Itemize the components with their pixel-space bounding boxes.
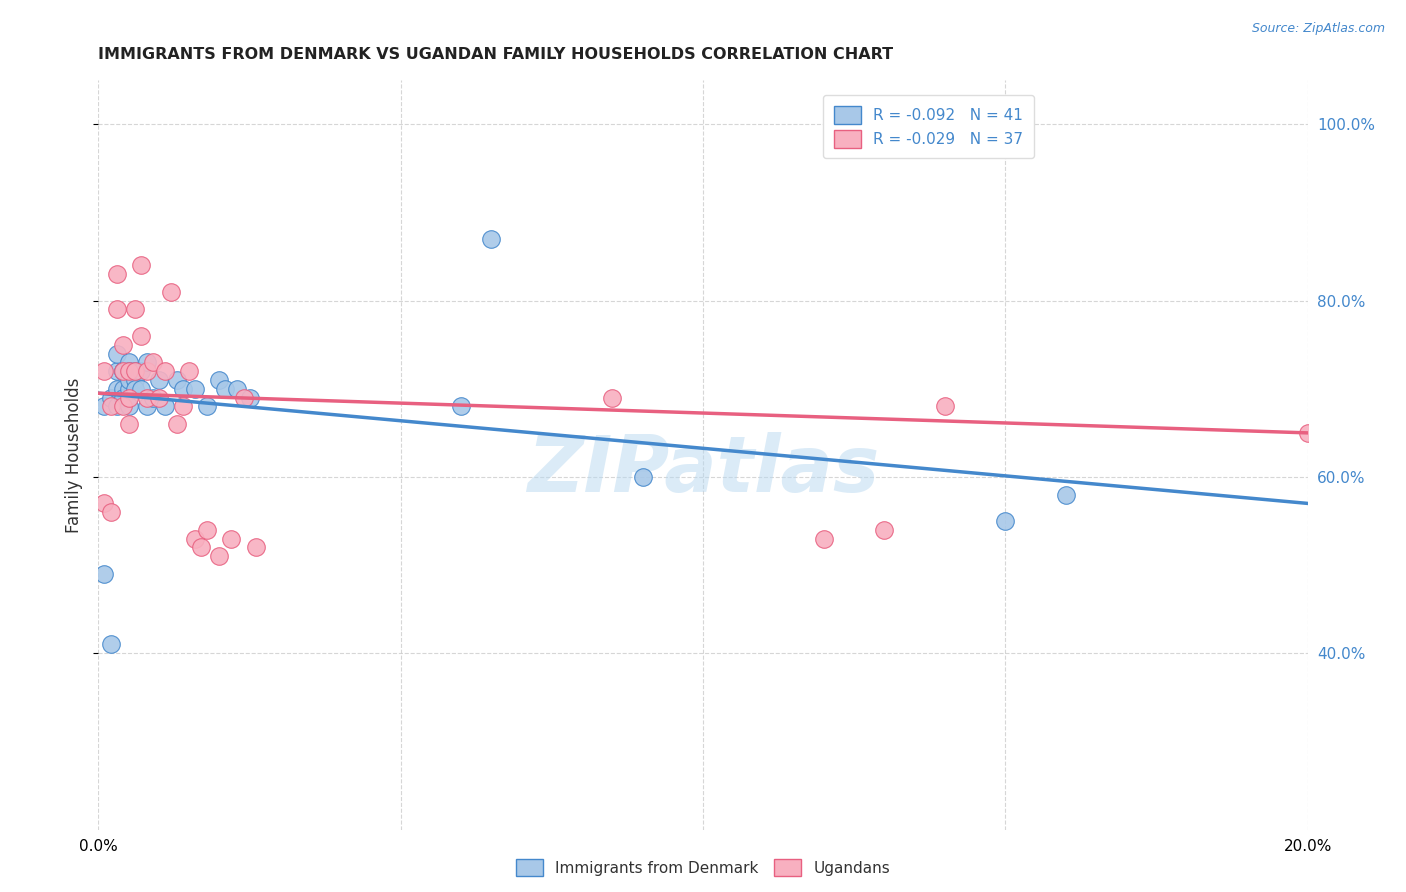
Point (105, 267, 128, 281)
Point (100, 637, 122, 651)
Point (100, 505, 122, 519)
Point (208, 549, 231, 564)
Point (105, 364, 128, 378)
Point (93, 496, 115, 510)
Y-axis label: Family Households: Family Households (65, 377, 83, 533)
Point (813, 532, 835, 546)
Point (153, 400, 176, 414)
Point (118, 364, 141, 378)
Point (129, 382, 152, 396)
Point (124, 373, 146, 387)
Point (124, 382, 146, 396)
Point (184, 382, 207, 396)
Point (631, 470, 654, 484)
Point (481, 232, 503, 246)
Point (450, 400, 472, 414)
Point (214, 382, 236, 396)
Point (118, 355, 141, 369)
Point (994, 514, 1017, 528)
Legend: R = -0.092   N = 41, R = -0.029   N = 37: R = -0.092 N = 41, R = -0.029 N = 37 (823, 95, 1033, 158)
Point (111, 391, 134, 405)
Point (93, 566, 115, 581)
Point (195, 400, 218, 414)
Point (226, 382, 249, 396)
Point (195, 523, 218, 537)
Point (105, 302, 128, 317)
Point (160, 285, 183, 299)
Point (129, 259, 152, 273)
Point (93, 400, 115, 414)
Point (129, 329, 152, 343)
Point (135, 364, 157, 378)
Point (118, 382, 141, 396)
Point (135, 355, 157, 369)
Point (118, 400, 141, 414)
Point (1054, 487, 1077, 501)
Point (221, 532, 243, 546)
Point (124, 364, 146, 378)
Point (111, 364, 134, 378)
Point (111, 382, 134, 396)
Text: ZIPatlas: ZIPatlas (527, 432, 879, 508)
Point (166, 417, 188, 431)
Point (118, 373, 141, 387)
Point (142, 355, 165, 369)
Point (93, 364, 115, 378)
Point (232, 391, 254, 405)
Point (148, 391, 170, 405)
Point (118, 364, 141, 378)
Point (105, 382, 128, 396)
Point (111, 364, 134, 378)
Point (190, 541, 212, 555)
Point (166, 373, 188, 387)
Text: Source: ZipAtlas.com: Source: ZipAtlas.com (1251, 22, 1385, 36)
Point (100, 400, 122, 414)
Point (111, 364, 134, 378)
Text: IMMIGRANTS FROM DENMARK VS UGANDAN FAMILY HOUSEHOLDS CORRELATION CHART: IMMIGRANTS FROM DENMARK VS UGANDAN FAMIL… (98, 47, 894, 62)
Point (118, 417, 141, 431)
Point (172, 400, 194, 414)
Point (148, 373, 170, 387)
Point (179, 364, 201, 378)
Point (245, 541, 267, 555)
Point (873, 523, 896, 537)
Point (105, 400, 128, 414)
Point (153, 364, 176, 378)
Point (129, 364, 152, 378)
Legend: Immigrants from Denmark, Ugandans: Immigrants from Denmark, Ugandans (509, 853, 897, 882)
Point (172, 382, 194, 396)
Point (124, 302, 146, 317)
Point (111, 337, 134, 351)
Point (934, 400, 956, 414)
Point (184, 532, 207, 546)
Point (105, 346, 128, 360)
Point (1296, 425, 1319, 440)
Point (142, 391, 165, 405)
Point (208, 373, 231, 387)
Point (100, 391, 122, 405)
Point (118, 391, 141, 405)
Point (135, 391, 157, 405)
Point (124, 364, 146, 378)
Point (111, 400, 134, 414)
Point (239, 391, 262, 405)
Point (602, 391, 624, 405)
Point (135, 400, 157, 414)
